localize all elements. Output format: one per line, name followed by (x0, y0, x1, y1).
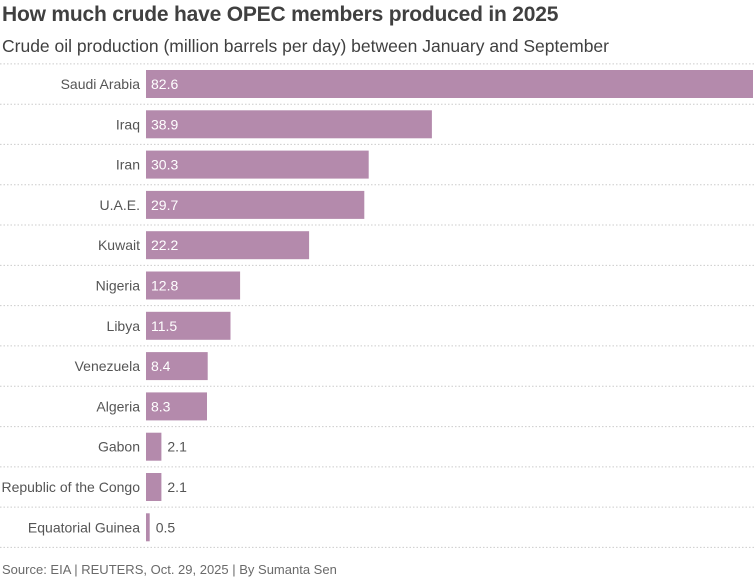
bar (146, 432, 162, 461)
value-label: 38.9 (151, 116, 178, 132)
category-label: Algeria (96, 398, 140, 414)
bar (146, 513, 150, 542)
value-label: 11.5 (151, 318, 177, 334)
bar (146, 70, 753, 98)
category-label: Iraq (116, 116, 140, 132)
category-label: Nigeria (96, 278, 141, 294)
bar (146, 271, 241, 300)
value-label: 2.1 (167, 479, 187, 495)
bar (146, 473, 162, 501)
bar-chart: Saudi Arabia 82.6 Iraq 38.9 Iran 30.3 U.A.E. 29… (0, 63, 755, 548)
value-label: 82.6 (151, 76, 178, 92)
category-label: Saudi Arabia (61, 76, 141, 92)
bar (146, 352, 208, 381)
category-label: Equatorial Guinea (28, 519, 140, 535)
category-label: Gabon (98, 439, 140, 455)
value-label: 0.5 (156, 519, 176, 535)
chart-title: How much crude have OPEC members produce… (2, 3, 559, 26)
bar (146, 231, 310, 260)
chart-subtitle: Crude oil production (million barrels pe… (2, 36, 609, 56)
category-label: Iran (116, 157, 140, 173)
bar (146, 150, 369, 179)
category-label: Libya (107, 318, 141, 334)
category-label: Republic of the Congo (1, 479, 140, 495)
category-label: U.A.E. (100, 197, 140, 213)
value-label: 2.1 (167, 439, 187, 455)
category-label: Venezuela (75, 358, 141, 374)
bar (146, 110, 432, 139)
value-label: 8.4 (151, 358, 171, 374)
value-label: 30.3 (151, 157, 178, 173)
value-label: 8.3 (151, 398, 171, 414)
source-note: Source: EIA | REUTERS, Oct. 29, 2025 | B… (2, 562, 337, 577)
bar (146, 311, 231, 340)
value-label: 22.2 (151, 237, 178, 253)
value-label: 29.7 (151, 197, 178, 213)
category-label: Kuwait (98, 237, 140, 253)
bar (146, 392, 207, 421)
value-label: 12.8 (151, 278, 178, 294)
bar (146, 190, 365, 219)
